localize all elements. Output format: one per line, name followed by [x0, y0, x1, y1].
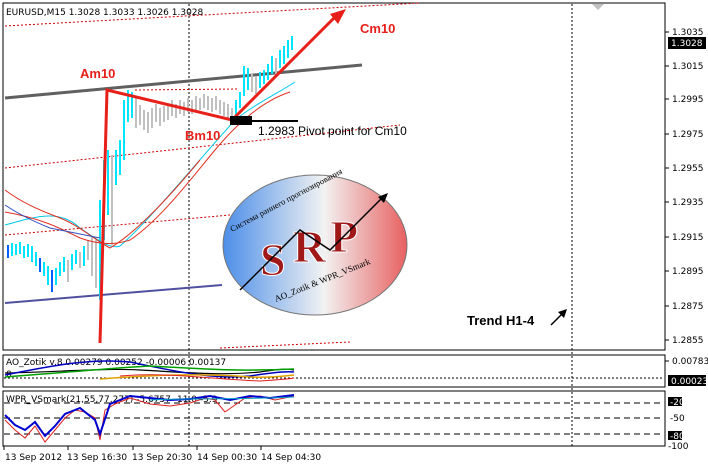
price-tick: 1.2915 — [672, 233, 704, 243]
time-tick: 13 Sep 20:30 — [132, 453, 192, 463]
price-tick: 1.2955 — [672, 164, 704, 174]
wpr-indicator: WPR_VSmark(21,55,77,277) -5.6757 -11.0 -… — [4, 394, 689, 452]
wpr-level: -20 — [670, 398, 685, 408]
label-am10: Am10 — [80, 66, 115, 81]
price-tick: 1.2875 — [672, 302, 704, 312]
wpr-title: WPR_VSmark(21,55,77,277) -5.6757 -11.0 -… — [6, 395, 218, 405]
ao-indicator: AO_Zotik v.8 0.00279 0.00252 -0.00006 0.… — [4, 357, 708, 387]
label-cm10: Cm10 — [360, 21, 395, 36]
wpr-level: -80 — [670, 432, 685, 442]
price-tick: 1.2995 — [672, 95, 704, 105]
wpr-level: -100 — [668, 442, 689, 452]
current-price-box — [668, 37, 706, 49]
price-tick: 1.2935 — [672, 198, 704, 208]
wave-c-arrowhead — [330, 9, 346, 24]
time-tick: 14 Sep 00:30 — [197, 453, 257, 463]
price-axis: 1.3035 1.3015 1.2995 1.2975 1.2955 1.293… — [592, 4, 706, 346]
shift-marker-icon[interactable] — [592, 4, 604, 10]
wpr-level: -50 — [670, 414, 685, 424]
price-tick: 1.2855 — [672, 336, 704, 346]
price-tick: 1.3035 — [672, 28, 704, 38]
ao-zero-label: 0 — [6, 370, 12, 380]
wave-abc-lines — [98, 14, 338, 344]
trend-dotted-lines — [4, 2, 421, 349]
logo-letter-r: R — [293, 221, 327, 272]
label-trend: Trend H1-4 — [467, 313, 535, 328]
time-axis: 13 Sep 2012 13 Sep 16:30 13 Sep 20:30 14… — [3, 446, 321, 463]
price-tick: 1.2975 — [672, 130, 704, 140]
chart-header: EURUSD,M15 1.3028 1.3033 1.3026 1.3028 — [6, 8, 204, 18]
time-tick: 14 Sep 04:30 — [261, 453, 321, 463]
ao-axis-top: 0.00783 — [672, 357, 708, 367]
price-tick: 1.2895 — [672, 267, 704, 277]
label-pivot: 1.2983 Pivot point for Cm10 — [258, 124, 407, 138]
channel-top-line — [4, 63, 363, 100]
trend-arrow-head-icon — [558, 309, 567, 318]
logo-letter-s: S — [260, 234, 286, 285]
current-price-label: 1.3028 — [671, 39, 703, 49]
ao-title: AO_Zotik v.8 0.00279 0.00252 -0.00006 0.… — [6, 358, 226, 368]
ao-value-box — [668, 375, 706, 386]
time-tick: 13 Sep 2012 — [5, 453, 62, 463]
time-tick: 13 Sep 16:30 — [67, 453, 127, 463]
channel-bottom-line — [4, 284, 223, 304]
price-tick: 1.3015 — [672, 62, 704, 72]
ao-axis-bottom: 0.00023 — [671, 377, 708, 387]
srp-logo: S R P Система раннего прогнозирования AO… — [222, 166, 408, 316]
pivot-marker — [230, 116, 252, 125]
logo-letter-p: P — [330, 211, 358, 262]
label-bm10: Bm10 — [185, 128, 220, 143]
